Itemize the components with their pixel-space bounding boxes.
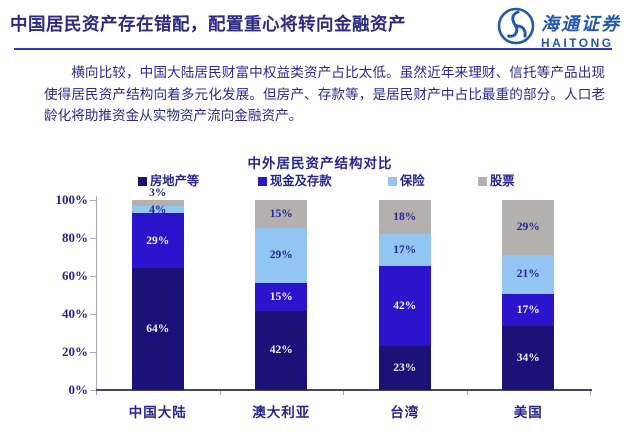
legend-item-3: 股票 <box>478 171 515 188</box>
y-tick-mark-1 <box>90 238 96 239</box>
bar-value-label-美国-现金及存款: 17% <box>516 304 540 317</box>
bar-中国大陆: 3% 4% 29% 64% <box>131 187 184 390</box>
y-axis-line <box>96 196 97 390</box>
legend-item-0: 房地产等 <box>138 171 200 188</box>
brand-text: 海通证券 HAITONG <box>541 6 621 50</box>
bar-美国: 29% 21% 17% 34% <box>502 200 555 390</box>
y-tick-label-2: 60% <box>62 268 88 283</box>
x-category-label-1: 澳大利亚 <box>252 405 311 420</box>
x-tick-mark-3 <box>466 391 468 395</box>
y-tick-mark-5 <box>90 390 96 391</box>
bar-value-label-美国-保险: 21% <box>516 268 540 281</box>
bar-value-label-中国大陆-股票: 3% <box>149 187 167 199</box>
x-category-label-2: 台湾 <box>390 405 420 420</box>
y-tick-label-3: 40% <box>62 306 88 321</box>
bar-value-label-澳大利亚-房地产等: 42% <box>269 344 293 357</box>
bar-value-label-台湾-股票: 18% <box>393 211 417 224</box>
bar-value-label-台湾-房地产等: 23% <box>393 362 417 375</box>
bar-value-label-美国-股票: 29% <box>516 221 540 234</box>
bar-segment-美国-保险 <box>502 254 555 295</box>
y-tick-mark-4 <box>90 352 96 353</box>
legend-swatch-3 <box>478 177 487 186</box>
bar-segment-澳大利亚-房地产等 <box>255 310 308 390</box>
bar-segment-澳大利亚-保险 <box>255 228 308 283</box>
legend-swatch-0 <box>138 177 147 186</box>
y-tick-mark-0 <box>90 200 96 201</box>
legend-swatch-1 <box>258 177 267 186</box>
brand-name-cn: 海通证券 <box>541 14 621 34</box>
x-category-label-0: 中国大陆 <box>128 405 187 420</box>
y-tick-label-0: 100% <box>55 192 89 207</box>
bar-value-label-澳大利亚-现金及存款: 15% <box>269 290 293 303</box>
legend-label-2: 保险 <box>400 174 425 188</box>
y-tick-label-1: 80% <box>62 230 88 245</box>
legend-item-2: 保险 <box>388 171 425 188</box>
bar-segment-台湾-现金及存款 <box>378 266 431 347</box>
bar-segment-中国大陆-股票 <box>131 200 184 206</box>
page-title: 中国居民资产存在错配，配置重心将转向金融资产 <box>10 14 406 34</box>
legend-item-1: 现金及存款 <box>258 171 332 188</box>
bar-segment-中国大陆-保险 <box>131 205 184 214</box>
title-underline <box>14 48 612 50</box>
bar-value-label-中国大陆-房地产等: 64% <box>146 323 170 336</box>
bar-value-label-台湾-现金及存款: 42% <box>393 300 417 313</box>
x-tick-mark-1 <box>219 391 221 395</box>
chart-title: 中外居民资产结构对比 <box>247 156 393 171</box>
bar-value-label-澳大利亚-保险: 29% <box>269 249 293 262</box>
bar-value-label-中国大陆-现金及存款: 29% <box>146 234 170 247</box>
bar-segment-台湾-房地产等 <box>378 346 431 390</box>
x-tick-mark-4 <box>590 391 591 395</box>
bar-value-label-美国-房地产等: 34% <box>516 352 540 365</box>
bar-value-label-中国大陆-保险: 4% <box>149 203 167 216</box>
brand-logo: 海通证券 HAITONG <box>496 6 636 50</box>
bar-segment-中国大陆-现金及存款 <box>131 213 184 269</box>
y-tick-mark-2 <box>90 276 96 277</box>
bar-台湾: 18% 17% 42% 23% <box>378 200 431 390</box>
haitong-emblem-icon <box>497 7 535 45</box>
bar-value-label-澳大利亚-股票: 15% <box>269 208 293 221</box>
bar-value-label-台湾-保险: 17% <box>393 244 417 257</box>
brand-name-en: HAITONG <box>541 36 614 50</box>
x-category-label-3: 美国 <box>513 405 543 420</box>
x-tick-mark-2 <box>343 391 344 395</box>
y-tick-label-4: 20% <box>62 344 88 359</box>
bar-segment-美国-房地产等 <box>502 326 555 390</box>
legend-label-0: 房地产等 <box>150 174 200 188</box>
legend-label-3: 股票 <box>490 174 515 188</box>
y-tick-mark-3 <box>90 314 96 315</box>
bar-segment-中国大陆-房地产等 <box>131 268 184 390</box>
body-paragraph: 横向比较，中国大陆居民财富中权益类资产占比太低。虽然近年来理财、信托等产品出现使… <box>44 65 605 123</box>
legend-swatch-2 <box>388 177 397 186</box>
bar-segment-美国-股票 <box>502 200 555 255</box>
y-tick-label-5: 0% <box>68 382 89 397</box>
bar-segment-澳大利亚-股票 <box>255 200 308 229</box>
x-axis-line <box>96 389 592 391</box>
x-tick-mark-0 <box>96 391 97 395</box>
bar-澳大利亚: 15% 29% 15% 42% <box>255 200 308 390</box>
legend-label-1: 现金及存款 <box>270 174 332 188</box>
bar-segment-美国-现金及存款 <box>502 294 555 327</box>
bar-segment-台湾-保险 <box>378 234 431 267</box>
bar-segment-台湾-股票 <box>378 200 431 235</box>
bar-segment-澳大利亚-现金及存款 <box>255 282 308 311</box>
